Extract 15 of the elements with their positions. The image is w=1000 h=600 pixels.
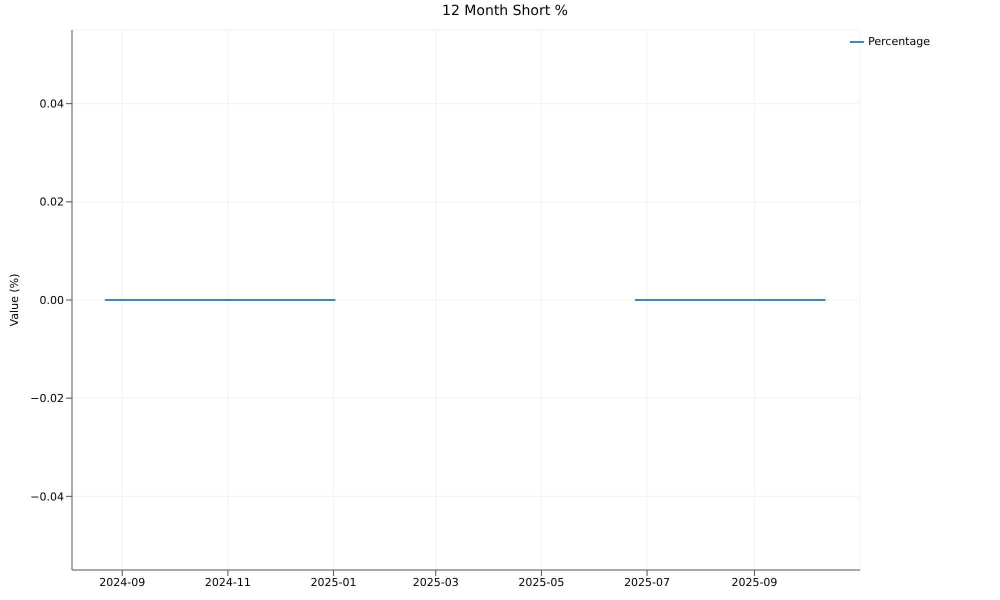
y-tick-label: 0.02 (40, 196, 64, 209)
x-tick-label: 2024-11 (204, 576, 251, 589)
x-tick-label: 2025-03 (412, 576, 459, 589)
y-tick-label: 0.04 (40, 98, 64, 111)
y-tick-label: 0.00 (40, 294, 64, 307)
x-tick-label: 2025-07 (624, 576, 670, 589)
x-tick-label: 2024-09 (99, 576, 146, 589)
y-tick-label: −0.04 (30, 490, 64, 504)
chart-title: 12 Month Short % (441, 3, 569, 19)
legend-label: Percentage (868, 35, 930, 48)
x-tick-label: 2025-09 (731, 576, 778, 589)
y-tick-label: −0.02 (30, 392, 64, 406)
y-axis-title: Value (%) (8, 274, 21, 326)
x-tick-label: 2025-05 (518, 576, 564, 589)
x-tick-label: 2025-01 (310, 576, 357, 589)
